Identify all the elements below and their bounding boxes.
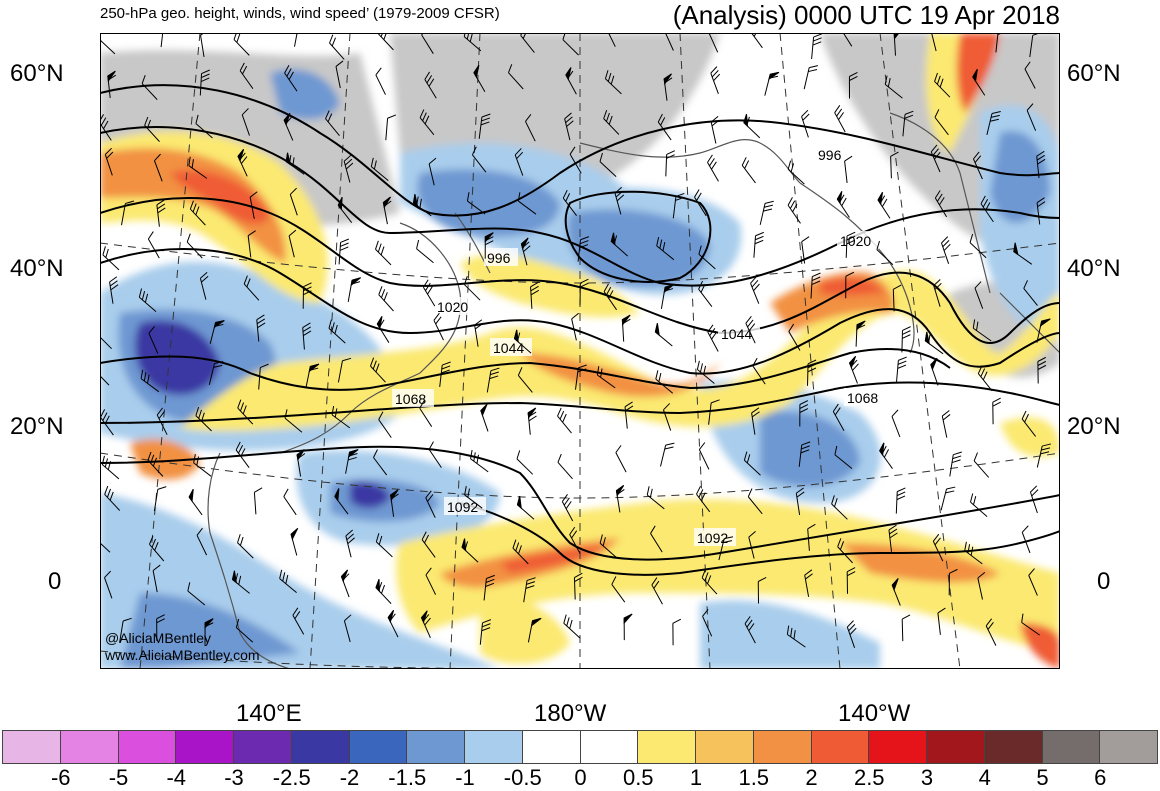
lon-label-140e: 140°E [236,700,302,728]
colorbar-tick-label: -2 [340,765,360,791]
lat-label-right-0: 0 [1097,568,1110,596]
colorbar-swatch [1099,730,1158,764]
colorbar-swatch [637,730,696,764]
colorbar [3,730,1158,764]
contour-label-996-east: 996 [818,147,842,163]
colorbar-tick-label: 4 [979,765,991,791]
lat-label-right-20n: 20°N [1067,413,1121,441]
colorbar-swatch [291,730,350,764]
colorbar-swatch [175,730,234,764]
lon-label-180w: 180°W [534,700,606,728]
colorbar-swatch [580,730,639,764]
colorbar-swatch [753,730,812,764]
colorbar-tick-label: -2.5 [273,765,311,791]
contour-label-1044-west: 1044 [493,340,524,356]
colorbar-swatch [233,730,292,764]
colorbar-tick-label: -0.5 [504,765,542,791]
lat-label-left-0: 0 [48,568,61,596]
colorbar-tick-label: 2 [805,765,817,791]
colorbar-tick-label: 6 [1094,765,1106,791]
colorbar-swatch [464,730,523,764]
colorbar-tick-label: -5 [109,765,129,791]
lat-label-left-60n: 60°N [10,60,64,88]
weather-map: 996 1020 996 1020 1044 1044 1068 1068 10… [100,33,1060,669]
lon-label-140w: 140°W [838,700,910,728]
colorbar-swatch [118,730,177,764]
colorbar-tick-label: -1.5 [388,765,426,791]
colorbar-tick-label: 0.5 [623,765,654,791]
colorbar-tick-label: -4 [166,765,186,791]
contour-label-1068-east: 1068 [847,390,878,406]
contour-label-1044-east: 1044 [721,326,752,342]
lat-label-left-40n: 40°N [10,255,64,283]
colorbar-labels: -6 -5 -4 -3 -2.5 -2 -1.5 -1 -0.5 0 0.5 1 1.5 2 2.5 3 4 5 6 [0,765,1160,788]
lat-label-left-20n: 20°N [10,413,64,441]
colorbar-swatch [60,730,119,764]
colorbar-tick-label: 5 [1036,765,1048,791]
colorbar-swatch [926,730,985,764]
colorbar-swatch [811,730,870,764]
colorbar-swatch [2,730,61,764]
credit-handle: @AliciaMBentley [105,630,211,646]
lat-label-right-60n: 60°N [1067,60,1121,88]
colorbar-tick-label: 2.5 [854,765,885,791]
colorbar-swatch [406,730,465,764]
colorbar-swatch [349,730,408,764]
colorbar-swatch [1042,730,1101,764]
colorbar-swatch [695,730,754,764]
contour-label-996-west: 996 [487,250,511,266]
contour-label-1020-east: 1020 [840,233,871,249]
colorbar-tick-label: -3 [224,765,244,791]
lat-label-right-40n: 40°N [1067,255,1121,283]
colorbar-tick-label: 1 [690,765,702,791]
analysis-time-title: (Analysis) 0000 UTC 19 Apr 2018 [673,0,1060,31]
colorbar-tick-label: -6 [51,765,71,791]
map-title: 250-hPa geo. height, winds, wind speed’ … [100,5,500,22]
colorbar-tick-label: -1 [455,765,475,791]
colorbar-tick-label: 1.5 [738,765,769,791]
colorbar-swatch [868,730,927,764]
colorbar-swatch [522,730,581,764]
contour-label-1020-west: 1020 [437,299,468,315]
colorbar-tick-label: 0 [574,765,586,791]
contour-label-1092-east: 1092 [697,530,728,546]
colorbar-tick-label: 3 [921,765,933,791]
credit-website: www.AliciaMBentley.com [104,647,260,663]
colorbar-swatch [984,730,1043,764]
